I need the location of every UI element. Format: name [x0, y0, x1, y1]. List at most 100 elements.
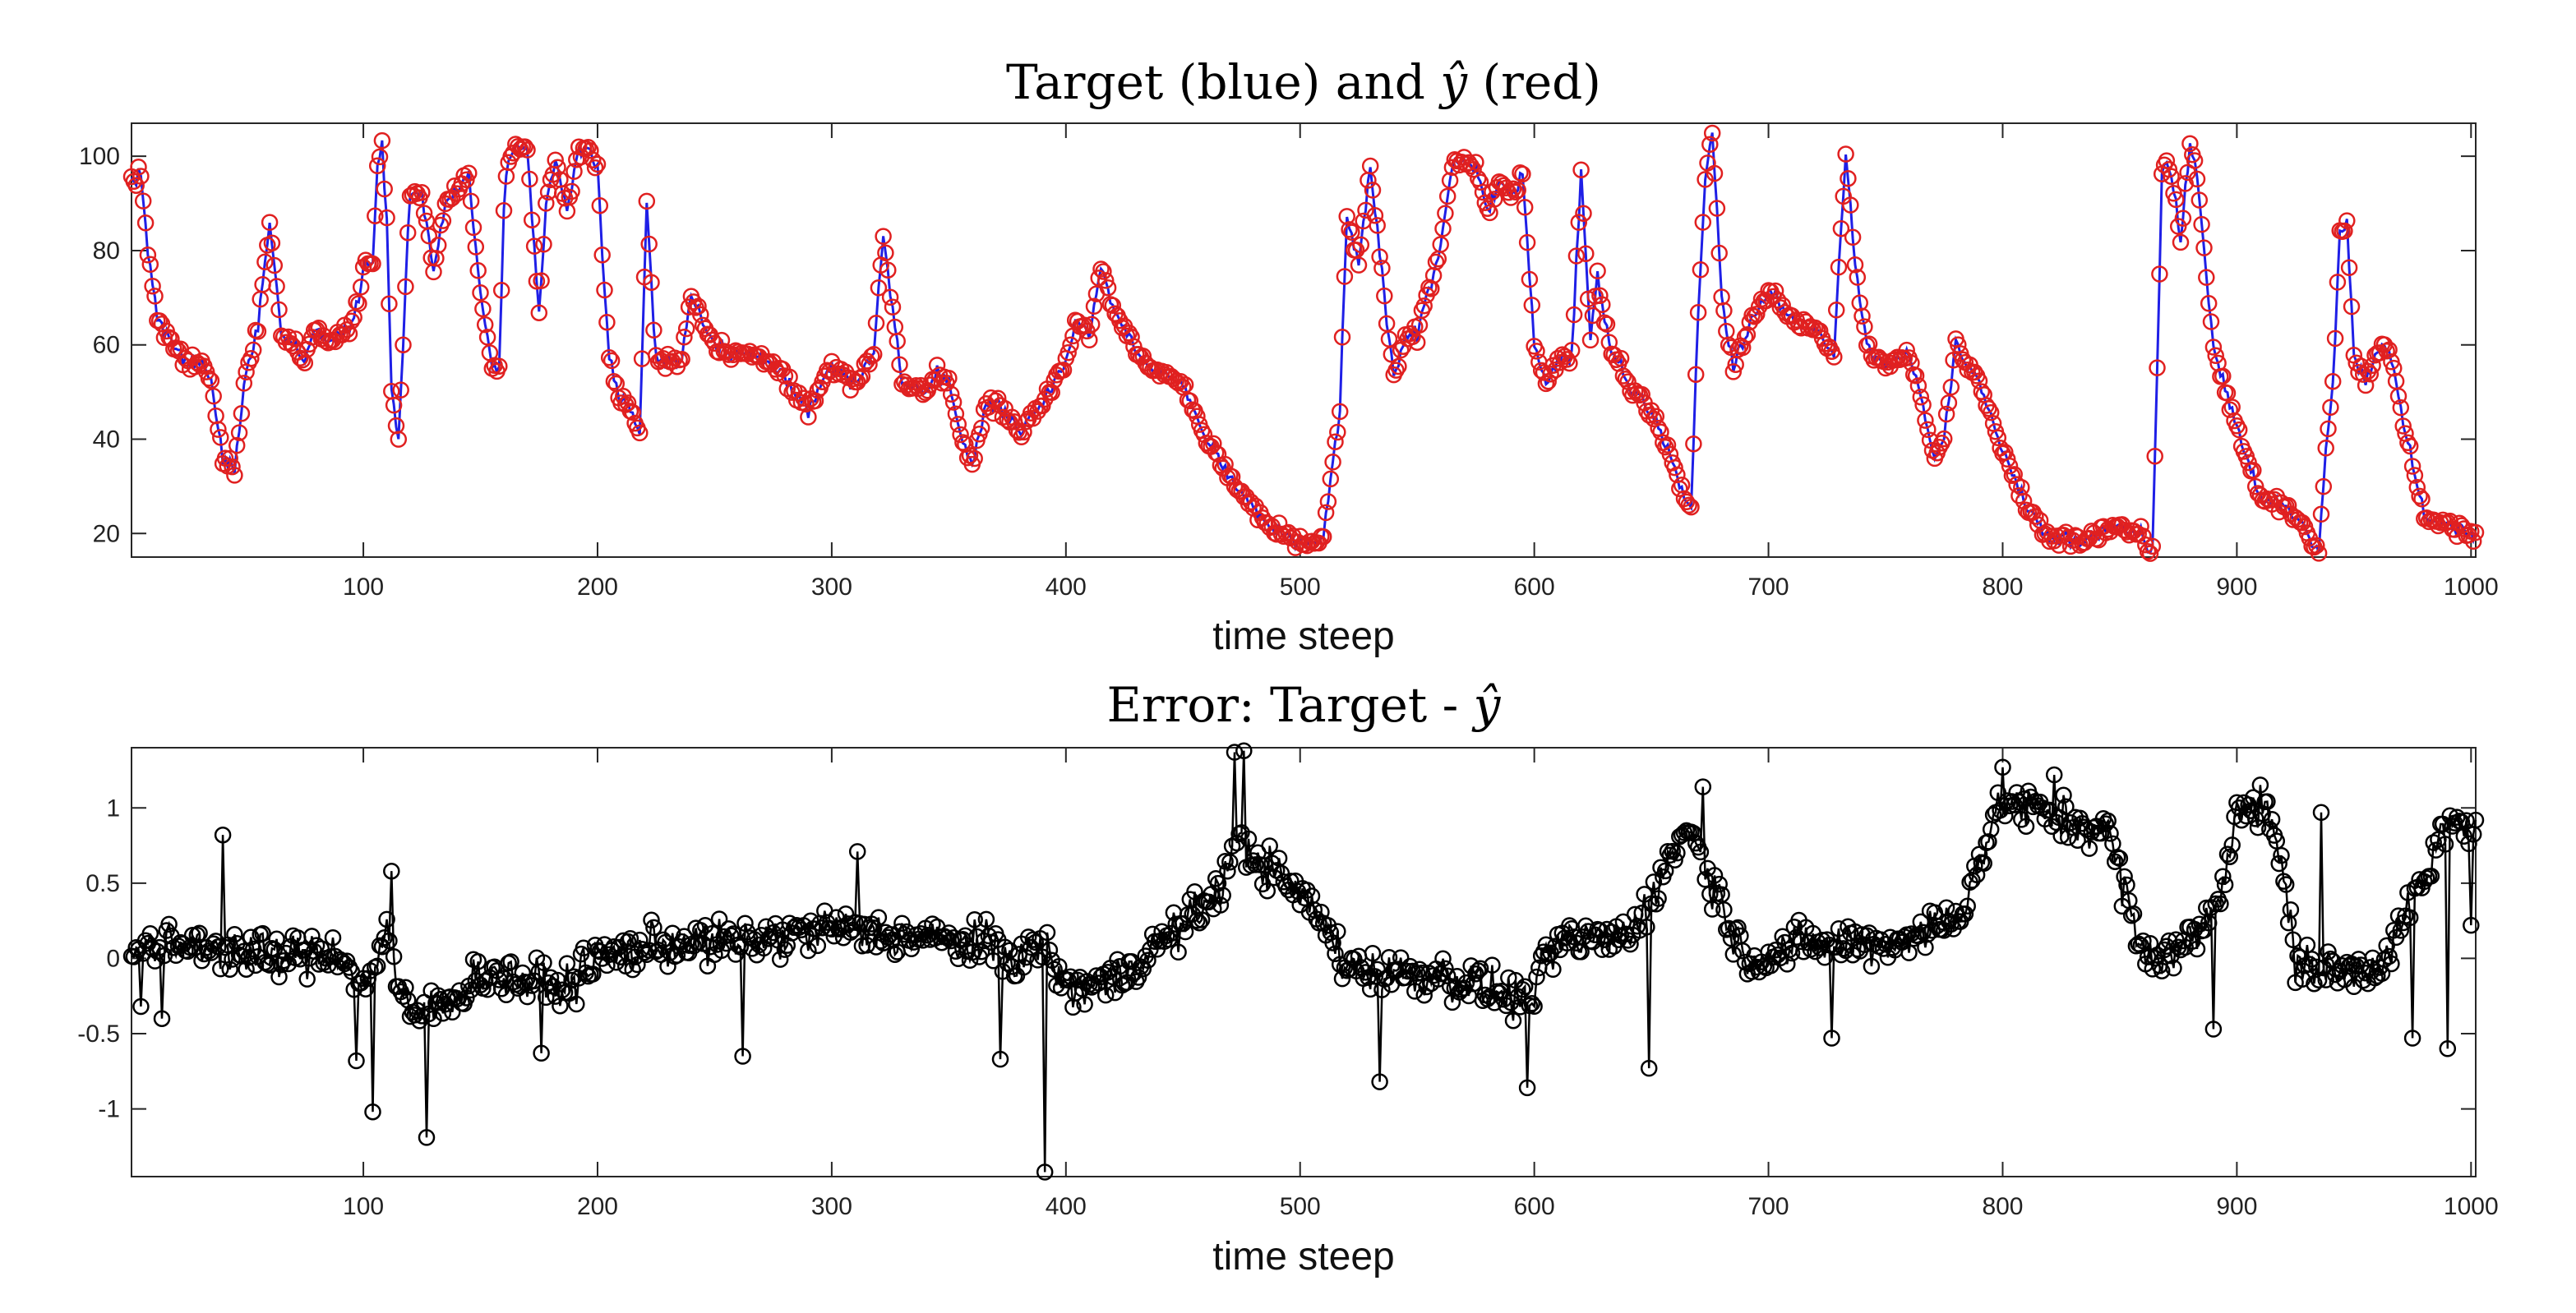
prediction-point: [563, 182, 580, 200]
prediction-point: [385, 396, 403, 414]
error-point: [397, 979, 414, 997]
prediction-point: [516, 138, 533, 155]
prediction-point: [1724, 363, 1743, 380]
prediction-point: [2181, 135, 2199, 153]
error-point: [1518, 1079, 1536, 1097]
error-point: [710, 910, 728, 928]
error-point: [1912, 913, 1930, 931]
error-point: [1341, 961, 1358, 978]
prediction-point: [680, 298, 698, 316]
prediction-point: [619, 394, 637, 412]
prediction-point: [884, 298, 902, 316]
prediction-point: [1849, 269, 1867, 286]
prediction-point: [1966, 363, 1983, 381]
prediction-point: [704, 331, 721, 349]
error-point: [2204, 1020, 2223, 1038]
prediction-point: [1322, 470, 1340, 488]
prediction-point: [2204, 339, 2223, 356]
prediction-point: [2172, 233, 2190, 251]
prediction-point: [1694, 214, 1712, 231]
error-point: [2392, 922, 2410, 939]
prediction-point: [602, 352, 621, 370]
prediction-point: [268, 278, 285, 295]
error-point: [643, 911, 660, 929]
error-point: [2212, 895, 2229, 913]
error-point: [848, 843, 866, 860]
prediction-point: [144, 277, 161, 295]
y-tick-label: 80: [93, 237, 120, 265]
prediction-point: [2406, 467, 2424, 484]
prediction-point: [1383, 345, 1401, 363]
prediction-point: [495, 202, 513, 219]
prediction-point: [228, 436, 246, 454]
error-point: [2165, 959, 2182, 977]
prediction-point: [224, 458, 241, 476]
prediction-point: [1195, 426, 1213, 444]
prediction-point: [624, 403, 641, 422]
error-point: [624, 961, 641, 979]
chart2-ticks: 100 200 300 400 500 600 700 800 900 1000 -1 -0.5 0 0.…: [77, 748, 2499, 1220]
error-point: [1186, 883, 1203, 901]
prediction-point: [1950, 336, 1967, 353]
prediction-point: [1940, 394, 1958, 412]
error-point: [2216, 876, 2234, 894]
error-point: [2186, 920, 2204, 938]
prediction-point: [1104, 297, 1122, 314]
prediction-point: [1594, 296, 1611, 313]
prediction-point: [947, 405, 965, 422]
error-point: [1706, 867, 1724, 884]
error-point: [1437, 960, 1454, 978]
prediction-point: [1467, 154, 1484, 171]
error-point: [2045, 766, 2063, 784]
prediction-point: [2385, 359, 2403, 377]
prediction-point: [1671, 480, 1688, 497]
error-point: [2102, 825, 2119, 842]
prediction-point: [593, 246, 611, 264]
prediction-point: [270, 301, 288, 319]
error-point: [1176, 923, 1194, 941]
error-point: [861, 919, 878, 937]
prediction-point: [1537, 375, 1555, 393]
chart2-title: Error: Target - ŷ: [1107, 677, 1502, 733]
error-point: [1959, 897, 1976, 915]
error-point: [893, 914, 911, 932]
prediction-point: [1844, 228, 1862, 246]
error-point: [1638, 918, 1655, 936]
prediction-point: [1314, 528, 1332, 546]
error-point: [1710, 875, 1728, 893]
error-point: [2458, 812, 2475, 829]
prediction-point: [340, 325, 358, 343]
prediction-point: [2132, 518, 2149, 535]
prediction-point: [1687, 366, 1705, 383]
prediction-point: [1982, 403, 2000, 422]
prediction-point: [1919, 421, 1937, 438]
prediction-point: [533, 272, 550, 289]
prediction-point: [1595, 314, 1613, 332]
error-point: [1235, 742, 1253, 759]
prediction-point: [1570, 214, 1588, 231]
prediction-point: [1703, 124, 1721, 142]
error-point: [221, 961, 238, 978]
prediction-point: [256, 253, 274, 270]
error-point: [2069, 832, 2086, 849]
prediction-point: [1521, 270, 1539, 288]
prediction-point: [2320, 420, 2337, 438]
prediction-point: [261, 214, 279, 231]
prediction-point: [1085, 297, 1103, 316]
prediction-point: [865, 345, 883, 363]
prediction-point: [1706, 164, 1724, 182]
chart2-xlabel: time steep: [1212, 1235, 1394, 1278]
error-point: [1059, 971, 1077, 989]
error-point: [1669, 844, 1686, 862]
error-point: [183, 927, 201, 944]
prediction-point: [1096, 272, 1115, 289]
error-point: [991, 1050, 1009, 1068]
error-point: [2153, 962, 2171, 979]
prediction-point: [1369, 217, 1386, 234]
prediction-point: [944, 394, 963, 411]
prediction-point: [1507, 183, 1525, 201]
error-point: [999, 954, 1016, 972]
error-point: [1139, 951, 1156, 969]
x-tick-label: 800: [1982, 574, 2023, 601]
prediction-point: [1572, 161, 1590, 178]
